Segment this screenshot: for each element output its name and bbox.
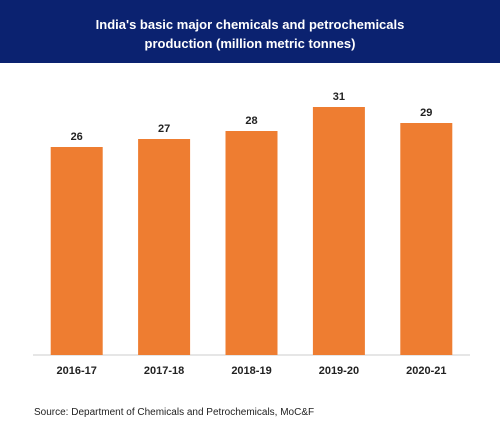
bar-2017-18 <box>138 139 191 355</box>
value-labels-group: 26 27 28 31 29 <box>71 91 433 143</box>
x-tick-label-2018-19: 2018-19 <box>231 365 271 377</box>
chart-title: India's basic major chemicals and petroc… <box>95 16 405 51</box>
value-label-2020-21: 29 <box>420 107 432 119</box>
bar-2016-17 <box>50 147 103 355</box>
value-label-2019-20: 31 <box>333 91 345 103</box>
chart-title-banner: India's basic major chemicals and petroc… <box>0 0 500 63</box>
bar-2018-19 <box>225 131 278 355</box>
value-label-2016-17: 26 <box>71 131 83 143</box>
value-label-2017-18: 27 <box>158 123 170 135</box>
x-tick-label-2017-18: 2017-18 <box>144 365 184 377</box>
bars-group <box>50 107 453 355</box>
x-tick-labels-group: 2016-17 2017-18 2018-19 2019-20 2020-21 <box>57 365 447 377</box>
source-note: Source: Department of Chemicals and Petr… <box>34 407 315 418</box>
x-tick-label-2019-20: 2019-20 <box>319 365 359 377</box>
bar-2020-21 <box>400 123 453 355</box>
bar-2019-20 <box>312 107 365 355</box>
x-tick-label-2020-21: 2020-21 <box>406 365 446 377</box>
x-tick-label-2016-17: 2016-17 <box>57 365 97 377</box>
value-label-2018-19: 28 <box>245 115 257 127</box>
